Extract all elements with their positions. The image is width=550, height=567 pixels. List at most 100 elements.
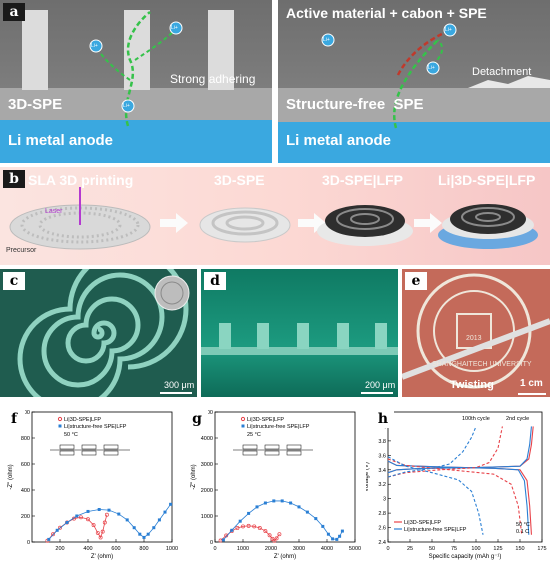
x-tick-label: 100 xyxy=(471,546,480,552)
data-point xyxy=(335,537,339,541)
anode-label: Li metal anode xyxy=(286,132,392,149)
panel-tag-c: c xyxy=(3,272,25,290)
cross-section-micrograph xyxy=(201,323,398,355)
data-point xyxy=(65,521,69,524)
electrolyte-3d-label: 3D-SPE xyxy=(8,96,63,113)
scale-bar-line xyxy=(518,393,546,395)
circuit-cpe xyxy=(103,450,119,456)
data-point xyxy=(163,510,167,514)
temperature-annotation: 50 °C xyxy=(516,522,530,528)
data-point xyxy=(235,526,240,530)
x-tick-label: 200 xyxy=(55,546,64,552)
data-point xyxy=(331,537,335,541)
y-tick-label: 3.2 xyxy=(378,482,386,488)
data-point xyxy=(97,508,101,511)
plot-frame xyxy=(214,411,356,543)
circuit-resistor xyxy=(264,444,280,450)
data-point xyxy=(51,532,55,537)
panel-a: Li+ Li+ Li+ Strong adhering 3D-SPE Li me… xyxy=(0,0,550,163)
y-axis-label: -Z'' (ohm) xyxy=(8,464,14,489)
panel-e: SHANGHAITECH UNIVERSITY 2013 Twisting 1 … xyxy=(402,269,550,397)
data-point xyxy=(314,517,318,521)
data-point xyxy=(132,526,136,530)
circuit-cpe xyxy=(286,450,302,456)
y-tick-label: 3 xyxy=(383,497,386,503)
scale-bar-e: 1 cm xyxy=(520,378,543,389)
circuit-resistor xyxy=(103,444,119,450)
data-point xyxy=(340,529,344,533)
twisting-label: Twisting xyxy=(450,379,494,391)
data-point xyxy=(326,532,330,536)
scale-bar-line xyxy=(160,392,192,394)
panel-tag-d: d xyxy=(204,272,226,290)
data-point xyxy=(255,505,259,509)
data-point xyxy=(152,526,156,530)
plot-frame xyxy=(31,411,173,543)
y-tick-label: 400 xyxy=(21,488,30,494)
x-tick-label: 125 xyxy=(493,546,502,552)
series-line xyxy=(47,514,108,541)
x-tick-label: 25 xyxy=(407,546,413,552)
data-point xyxy=(100,529,105,534)
y-tick-label: 3000 xyxy=(201,462,213,468)
y-tick-label: 800 xyxy=(21,436,30,442)
step-label-3dspe-lfp: 3D-SPE|LFP xyxy=(322,172,403,188)
data-point xyxy=(272,538,277,543)
x-tick-label: 0 xyxy=(213,546,216,552)
legend-marker xyxy=(58,424,62,428)
panel-tag-f: f xyxy=(3,410,25,428)
nyquist-chart-25c: 0100020003000400050000100020003000400050… xyxy=(191,410,361,560)
data-point xyxy=(280,499,284,503)
data-point xyxy=(98,535,103,540)
x-axis-label: Specific capacity (mAh g⁻¹) xyxy=(429,554,502,560)
data-point xyxy=(55,528,59,532)
x-tick-label: 1000 xyxy=(237,546,249,552)
electrolyte-pillars-illustration xyxy=(0,10,272,163)
data-point xyxy=(247,511,251,515)
data-point xyxy=(104,512,109,517)
legend-entry: Li|structure-free SPE|LFP xyxy=(64,424,127,430)
data-point xyxy=(65,520,69,525)
x-tick-label: 0 xyxy=(386,546,389,552)
circuit-resistor xyxy=(81,444,97,450)
data-point xyxy=(79,515,83,520)
circuit-cpe xyxy=(59,450,75,456)
data-point xyxy=(277,532,282,537)
seal-text: SHANGHAITECH UNIVERSITY xyxy=(432,361,532,368)
step-label-sla: SLA 3D printing xyxy=(28,172,134,188)
step-label-li-3dspe-lfp: Li|3D-SPE|LFP xyxy=(438,172,536,188)
data-point xyxy=(58,525,62,530)
data-point xyxy=(263,529,268,534)
step-label-3dspe: 3D-SPE xyxy=(214,172,265,188)
laser-label: Laser xyxy=(45,208,63,215)
ion-label: Li+ xyxy=(123,103,130,109)
detachment-label: Detachment xyxy=(472,66,532,78)
x-tick-label: 4000 xyxy=(321,546,333,552)
y-tick-label: 1000 xyxy=(201,514,213,520)
panel-c: 300 μm c xyxy=(0,269,197,397)
y-tick-label: 3.6 xyxy=(378,453,386,459)
panel-g: 0100020003000400050000100020003000400050… xyxy=(183,400,366,567)
x-tick-label: 50 xyxy=(429,546,435,552)
y-axis-label: Voltage (V) xyxy=(366,462,370,492)
y-tick-label: 600 xyxy=(21,462,30,468)
scale-bar-line xyxy=(361,392,393,394)
temperature-annotation: 25 °C xyxy=(247,432,261,438)
strong-adhering-label: Strong adhering xyxy=(170,72,256,86)
composite-title: Active material + cabon + SPE xyxy=(286,5,487,21)
data-point xyxy=(272,499,276,503)
data-point xyxy=(107,508,111,512)
x-tick-label: 2000 xyxy=(265,546,277,552)
data-point xyxy=(305,510,309,514)
circuit-cpe xyxy=(81,450,97,456)
data-point xyxy=(221,538,225,542)
circuit-cpe xyxy=(242,450,258,456)
seal-year: 2013 xyxy=(466,335,482,342)
panel-tag-b: b xyxy=(3,170,25,188)
rate-annotation: 0.1 C xyxy=(516,529,529,535)
data-point xyxy=(289,501,293,505)
panel-tag-e: e xyxy=(405,272,427,290)
legend-entry: Li|3D-SPE|LFP xyxy=(404,520,441,526)
circuit-resistor xyxy=(286,444,302,450)
legend-marker xyxy=(57,416,63,422)
